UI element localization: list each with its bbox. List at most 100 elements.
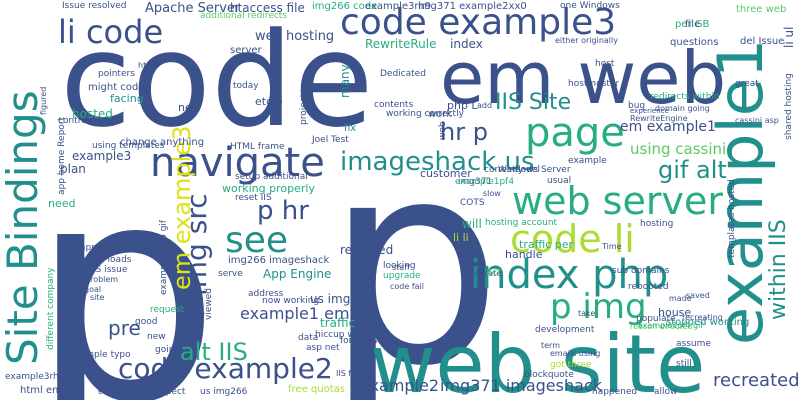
word: example2xx0 gif <box>159 219 169 295</box>
word: index <box>450 37 483 51</box>
word: php L <box>447 99 478 112</box>
word: DNS issue <box>82 265 128 275</box>
word: pre <box>108 316 141 340</box>
word: questions <box>670 37 719 48</box>
word: need <box>48 197 76 210</box>
word: gif alt <box>658 156 727 184</box>
word: plan <box>60 162 86 176</box>
word: bug <box>628 101 646 111</box>
word: p <box>30 120 221 400</box>
word: serve <box>218 269 243 279</box>
word: term <box>541 341 560 350</box>
word: correctly del <box>484 165 540 175</box>
word: act <box>486 267 502 278</box>
word: pointers <box>98 69 135 79</box>
word: templates hosted <box>727 179 737 258</box>
word: work <box>428 109 453 120</box>
word: data <box>298 333 319 343</box>
word: html emails <box>20 385 79 396</box>
word: em example3 <box>168 125 196 290</box>
word: example3rh9 gif <box>5 372 79 382</box>
word: sub domains <box>612 266 670 276</box>
word: slow <box>483 189 501 198</box>
word: Issue resolved <box>62 1 127 11</box>
word: going <box>155 345 181 355</box>
word: site <box>90 293 105 302</box>
word: domain going <box>655 104 710 113</box>
word: us img371 <box>310 292 374 306</box>
word: take <box>578 309 596 318</box>
word: facing <box>110 92 144 105</box>
word: made <box>669 294 692 303</box>
word: example1 em <box>240 304 350 323</box>
word: three web <box>736 4 787 15</box>
word: del Issue <box>740 36 785 47</box>
word: page <box>525 110 625 156</box>
word: different company <box>46 267 56 350</box>
word: happened <box>592 387 638 397</box>
word: viewed <box>204 288 214 320</box>
word: generate <box>465 269 502 278</box>
word: code example2 <box>118 352 333 385</box>
word: server <box>230 45 262 56</box>
word: problem <box>85 275 119 284</box>
word: HTML frame <box>230 142 285 152</box>
word: hiccup within <box>315 330 375 340</box>
word: development <box>535 325 595 335</box>
word: traffic per <box>519 238 574 251</box>
word: many <box>338 64 352 98</box>
word: code <box>60 4 374 156</box>
word: index php <box>470 252 669 298</box>
word: navigate <box>150 140 325 186</box>
word: change anything <box>120 137 205 148</box>
word: got three <box>550 360 592 370</box>
word: within IIS <box>766 219 791 320</box>
word: working properly <box>222 182 315 195</box>
word: app perhaps <box>80 243 137 253</box>
word: will <box>462 217 482 231</box>
word: web hosting <box>255 29 335 44</box>
word: emailed <box>98 387 131 396</box>
word: contents <box>374 100 414 110</box>
word: expect <box>155 387 186 397</box>
word: hr p <box>440 118 488 146</box>
word: p img <box>550 287 647 327</box>
word: RewriteEngine <box>630 114 688 123</box>
word: example2 <box>360 376 440 395</box>
word: using templates <box>92 141 165 151</box>
word: blockquote <box>524 370 574 380</box>
word: recreating <box>682 313 723 322</box>
word: allow <box>654 387 678 397</box>
word: stopped working <box>666 317 750 328</box>
word: now working <box>262 296 320 306</box>
word: recreated <box>713 370 800 391</box>
word: reason directed <box>630 322 693 331</box>
word: hosted <box>72 107 113 121</box>
word: emails using <box>550 349 601 358</box>
word: simple typo <box>78 350 131 360</box>
word: img371 example2xx0 <box>418 1 527 12</box>
word: looking <box>383 261 416 271</box>
word: forcing web <box>340 336 393 346</box>
word: see <box>225 220 289 261</box>
word: img266 imageshack <box>228 255 330 266</box>
word: li ul <box>782 26 796 48</box>
word: goal <box>84 285 102 294</box>
word: Apache Server <box>145 1 241 16</box>
word: etc p <box>255 95 283 108</box>
word: COTS <box>460 198 485 208</box>
word: code example3 <box>340 2 617 43</box>
word: code fail <box>390 282 424 291</box>
word: either originally <box>555 36 618 45</box>
word: traffic <box>320 316 356 330</box>
word: RewriteRule <box>365 37 437 51</box>
word: today <box>233 81 259 91</box>
word: reset IIS <box>235 193 272 203</box>
word: html <box>138 61 157 70</box>
word: one Windows <box>560 1 620 11</box>
word: img371 <box>458 177 493 187</box>
word: Time <box>602 242 622 251</box>
word: cassini asp <box>735 116 779 125</box>
word: htaccess file <box>230 1 305 15</box>
word: house <box>658 306 692 319</box>
